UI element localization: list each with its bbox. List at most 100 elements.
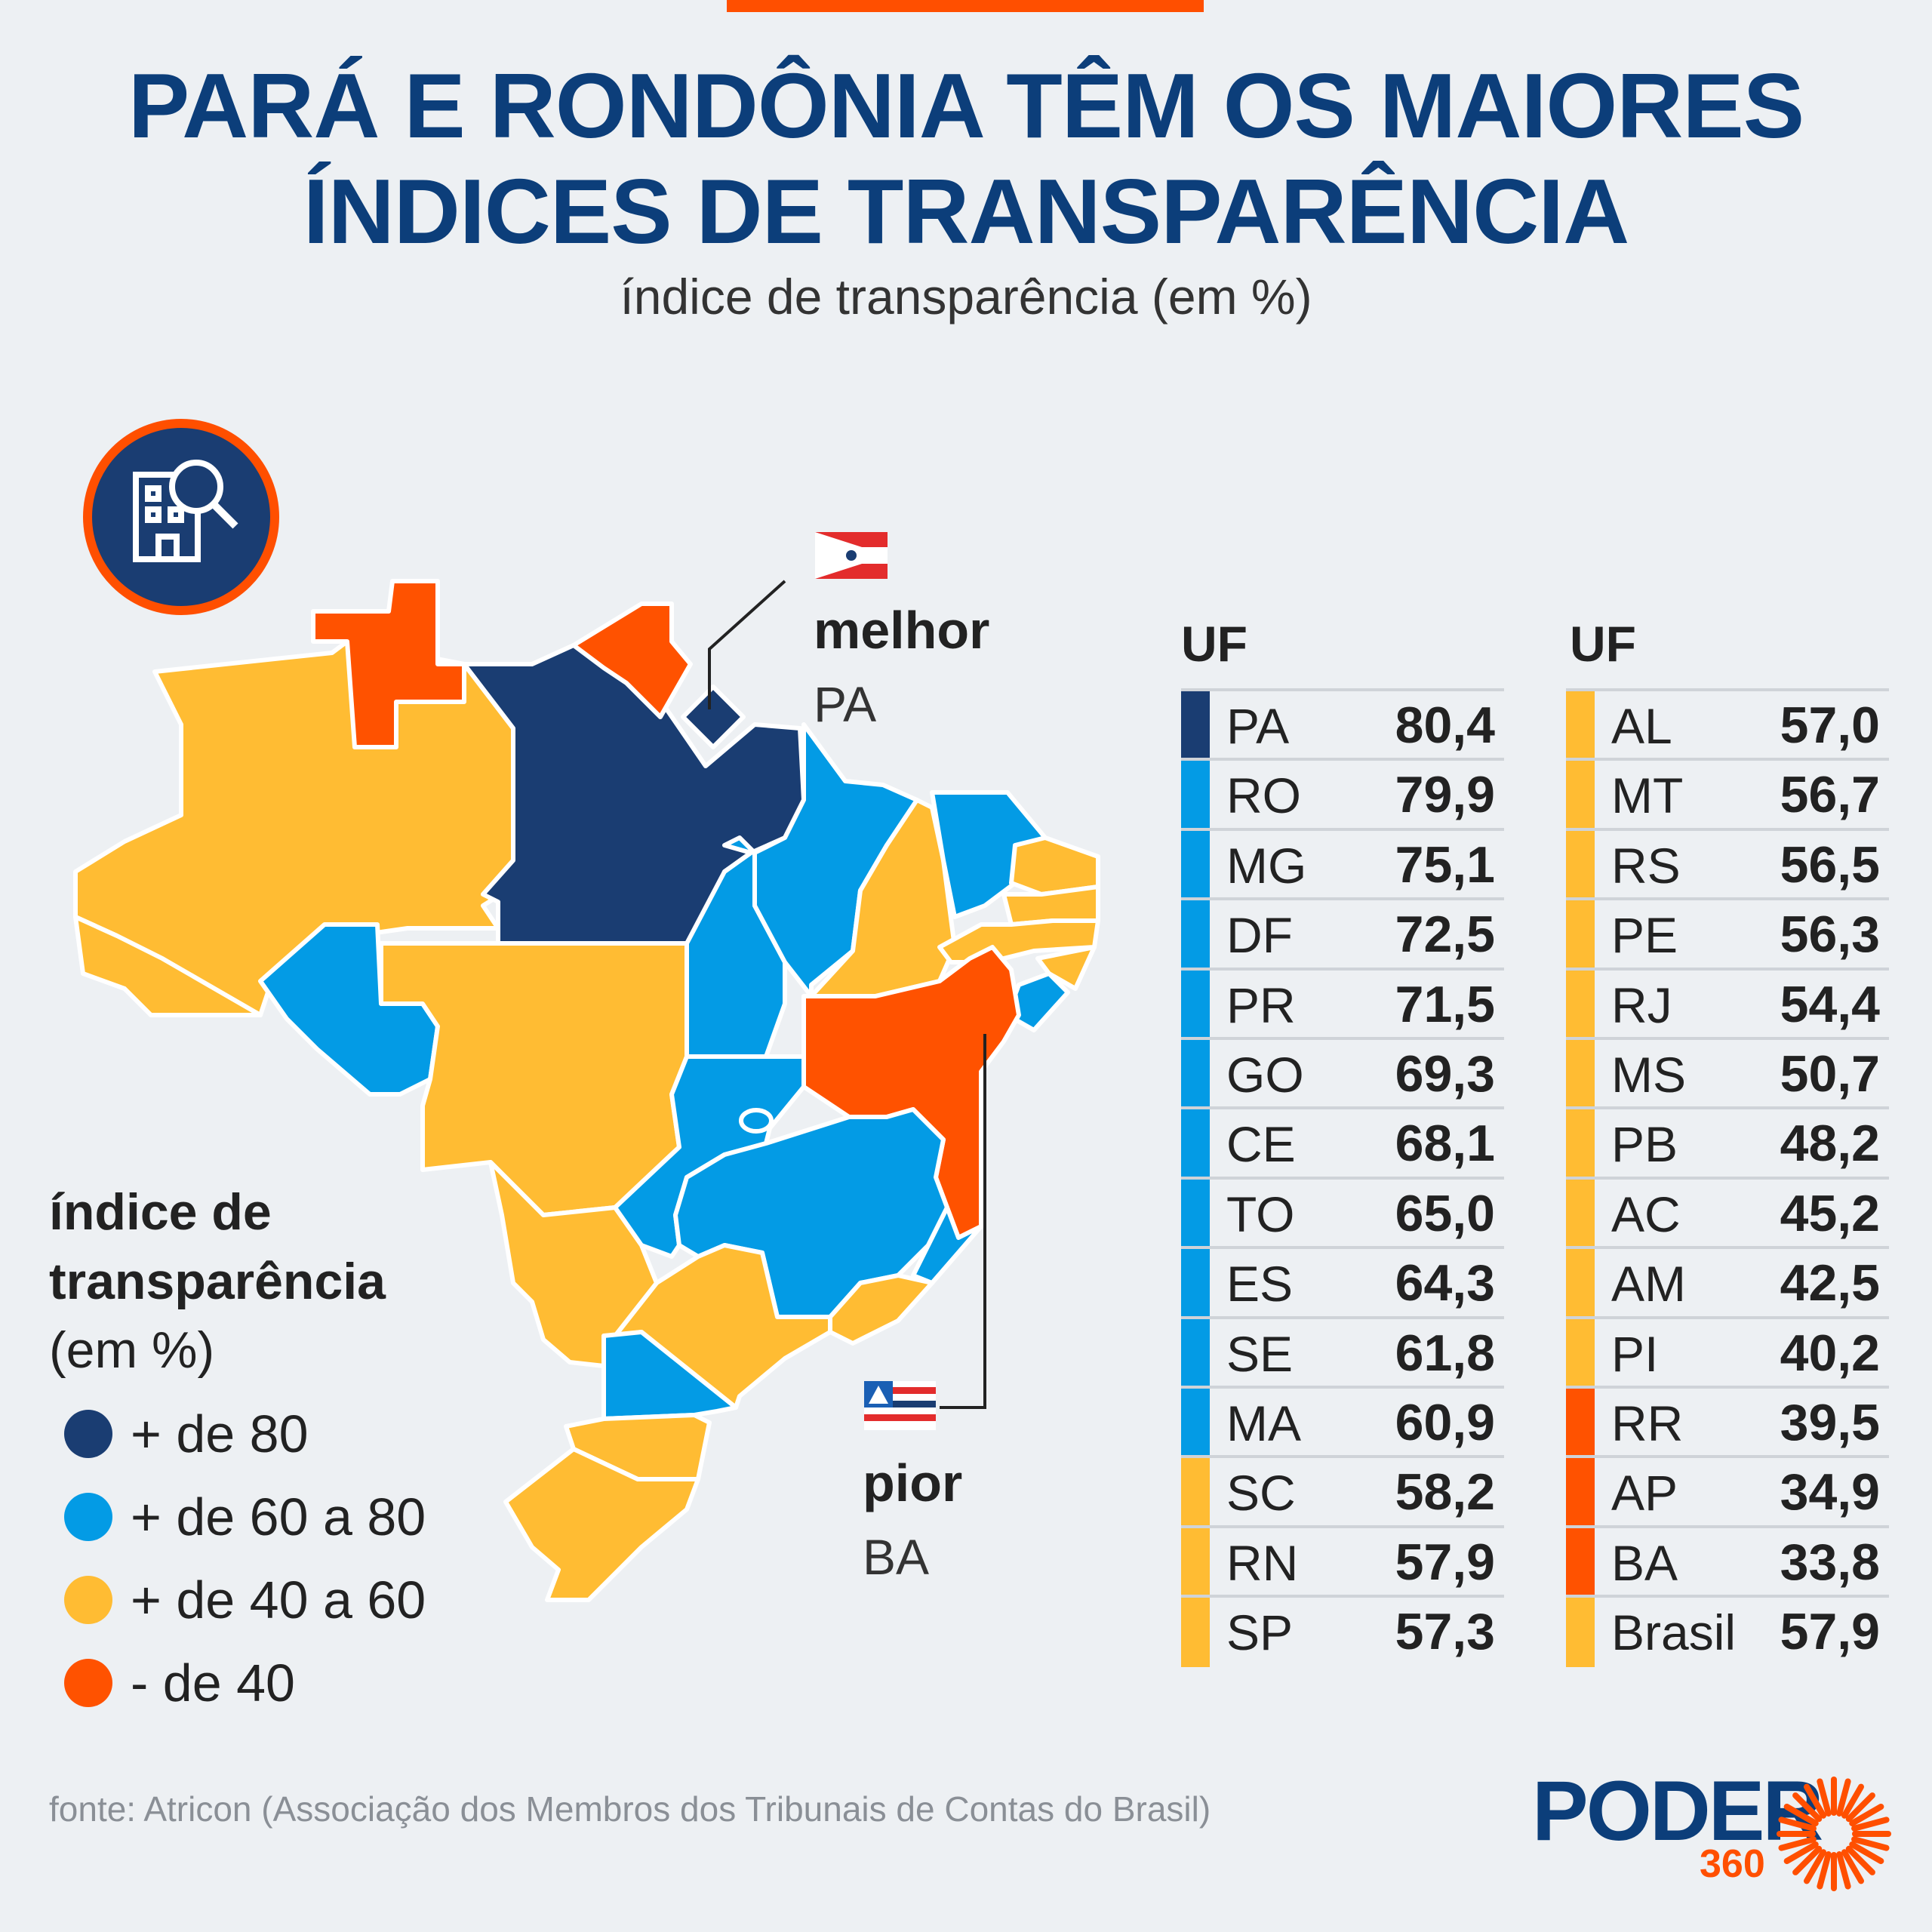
row-color-bar bbox=[1566, 1389, 1595, 1458]
row-value: 75,1 bbox=[1395, 835, 1495, 894]
row-uf: PI bbox=[1611, 1325, 1659, 1382]
subtitle: índice de transparência (em %) bbox=[620, 269, 1312, 325]
table-row: CE 68,1 bbox=[1181, 1106, 1504, 1180]
row-uf: AP bbox=[1611, 1465, 1678, 1521]
row-color-bar bbox=[1566, 1598, 1595, 1668]
row-color-bar bbox=[1566, 970, 1595, 1040]
row-value: 42,5 bbox=[1780, 1254, 1880, 1312]
row-uf: GO bbox=[1226, 1047, 1304, 1103]
row-uf: PE bbox=[1611, 907, 1678, 964]
worst-callout-line bbox=[940, 1034, 986, 1409]
table-row: RJ 54,4 bbox=[1566, 967, 1889, 1040]
table-row: DF 72,5 bbox=[1181, 897, 1504, 971]
row-uf: RO bbox=[1226, 768, 1301, 824]
state-ce bbox=[930, 790, 1048, 919]
row-value: 56,3 bbox=[1780, 906, 1880, 964]
logo-number: 360 bbox=[1700, 1842, 1765, 1886]
table-row: RO 79,9 bbox=[1181, 758, 1504, 831]
row-color-bar bbox=[1566, 900, 1595, 971]
row-uf: RR bbox=[1611, 1395, 1684, 1451]
row-uf: PR bbox=[1226, 977, 1296, 1033]
row-color-bar bbox=[1181, 1458, 1210, 1528]
row-value: 56,5 bbox=[1780, 835, 1880, 894]
table-row: SE 61,8 bbox=[1181, 1315, 1504, 1389]
table-row: SC 58,2 bbox=[1181, 1455, 1504, 1528]
table-row: PE 56,3 bbox=[1566, 897, 1889, 971]
row-uf: AM bbox=[1611, 1256, 1686, 1312]
legend-title-line-1: índice de bbox=[49, 1183, 272, 1241]
state-al bbox=[1035, 945, 1097, 991]
state-ac bbox=[73, 915, 263, 1017]
title-line-2: ÍNDICES DE TRANSPARÊNCIA bbox=[303, 160, 1629, 263]
table-row: RN 57,9 bbox=[1181, 1524, 1504, 1598]
row-uf: MA bbox=[1226, 1395, 1301, 1451]
best-label: melhor bbox=[814, 601, 990, 660]
best-uf: PA bbox=[814, 676, 877, 732]
row-value: 68,1 bbox=[1395, 1115, 1495, 1173]
table-row: PR 71,5 bbox=[1181, 967, 1504, 1040]
row-uf: RN bbox=[1226, 1534, 1299, 1591]
row-value: 39,5 bbox=[1780, 1394, 1880, 1451]
legend-title-line-2: transparência bbox=[49, 1253, 386, 1310]
legend-label: + de 80 bbox=[131, 1404, 309, 1463]
row-uf: PA bbox=[1226, 698, 1290, 754]
state-marajo bbox=[681, 685, 746, 749]
row-color-bar bbox=[1181, 830, 1210, 900]
row-value: 45,2 bbox=[1780, 1184, 1880, 1242]
legend-label: + de 60 a 80 bbox=[131, 1487, 426, 1546]
row-uf: DF bbox=[1226, 907, 1293, 964]
row-color-bar bbox=[1566, 1179, 1595, 1249]
row-value: 72,5 bbox=[1395, 906, 1495, 964]
table-row: AL 57,0 bbox=[1566, 688, 1889, 761]
row-color-bar bbox=[1566, 761, 1595, 831]
row-uf: RJ bbox=[1611, 977, 1672, 1033]
row-color-bar bbox=[1181, 1109, 1210, 1180]
poder360-sun-icon bbox=[1777, 1777, 1891, 1891]
title-line-1: PARÁ E RONDÔNIA TÊM OS MAIORES bbox=[128, 54, 1804, 157]
row-color-bar bbox=[1181, 900, 1210, 971]
row-uf: PB bbox=[1611, 1116, 1678, 1173]
row-color-bar bbox=[1566, 1458, 1595, 1528]
row-uf: Brasil bbox=[1611, 1604, 1737, 1661]
row-color-bar bbox=[1181, 1318, 1210, 1389]
row-value: 79,9 bbox=[1395, 766, 1495, 824]
row-uf: SP bbox=[1226, 1604, 1294, 1661]
row-color-bar bbox=[1566, 1109, 1595, 1180]
row-value: 40,2 bbox=[1780, 1324, 1880, 1382]
row-value: 64,3 bbox=[1395, 1254, 1495, 1312]
row-uf: AL bbox=[1611, 698, 1672, 754]
logo-word: PODER bbox=[1532, 1764, 1823, 1858]
row-value: 57,9 bbox=[1395, 1533, 1495, 1591]
row-uf: SE bbox=[1226, 1325, 1294, 1382]
table-row: RS 56,5 bbox=[1566, 827, 1889, 900]
row-value: 56,7 bbox=[1780, 766, 1880, 824]
legend-item: + de 60 a 80 bbox=[64, 1487, 426, 1546]
state-df bbox=[739, 1108, 774, 1134]
table-row: MS 50,7 bbox=[1566, 1037, 1889, 1109]
legend-item: + de 40 a 60 bbox=[64, 1571, 426, 1629]
row-color-bar bbox=[1566, 1318, 1595, 1389]
row-value: 57,9 bbox=[1780, 1603, 1880, 1661]
row-color-bar bbox=[1566, 1249, 1595, 1319]
row-value: 80,4 bbox=[1395, 697, 1495, 754]
legend-item: + de 80 bbox=[64, 1404, 309, 1463]
row-color-bar bbox=[1181, 1179, 1210, 1249]
row-value: 58,2 bbox=[1395, 1463, 1495, 1521]
table-row: GO 69,3 bbox=[1181, 1037, 1504, 1109]
row-value: 34,9 bbox=[1780, 1463, 1880, 1521]
row-color-bar bbox=[1566, 691, 1595, 761]
table-row: AP 34,9 bbox=[1566, 1455, 1889, 1528]
table-row: MG 75,1 bbox=[1181, 827, 1504, 900]
row-color-bar bbox=[1566, 1040, 1595, 1109]
state-ma bbox=[752, 722, 919, 998]
best-callout-line bbox=[708, 580, 786, 709]
row-color-bar bbox=[1181, 761, 1210, 831]
legend-unit: (em %) bbox=[49, 1321, 215, 1379]
row-color-bar bbox=[1181, 1249, 1210, 1319]
state-rj bbox=[828, 1273, 934, 1346]
legend-label: - de 40 bbox=[131, 1654, 295, 1712]
row-value: 48,2 bbox=[1780, 1115, 1880, 1173]
top-accent-bar bbox=[727, 0, 1204, 12]
row-uf: AC bbox=[1611, 1186, 1681, 1242]
